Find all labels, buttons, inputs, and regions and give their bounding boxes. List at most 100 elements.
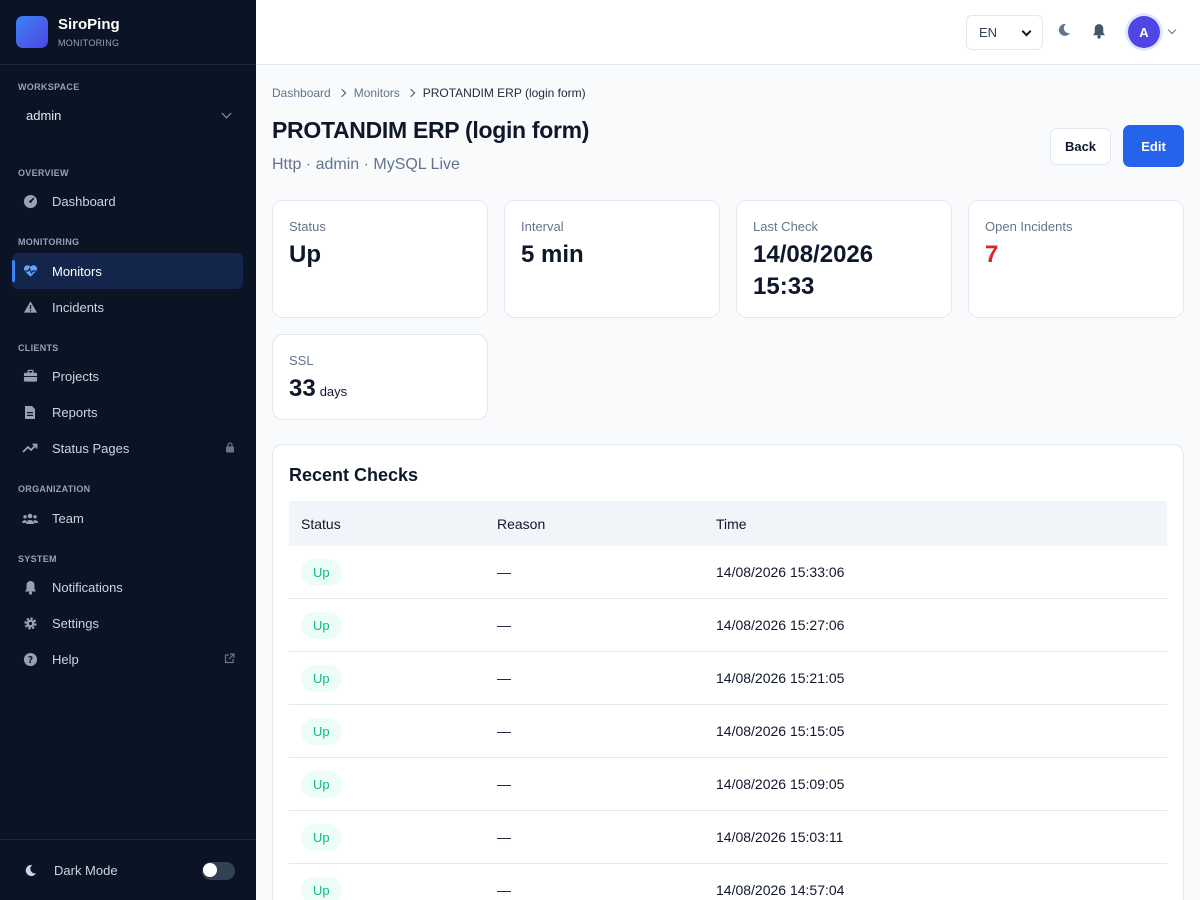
reason-cell: — <box>497 617 511 633</box>
chevron-right-icon <box>406 88 415 98</box>
table-row: Up — 14/08/2026 15:33:06 <box>289 546 1167 599</box>
status-badge: Up <box>301 718 342 745</box>
topbar: EN A <box>256 0 1200 65</box>
brand-logo <box>16 16 48 48</box>
chevron-down-icon[interactable] <box>1167 25 1177 35</box>
external-link-icon <box>224 652 235 667</box>
sidebar-item-dashboard[interactable]: Dashboard <box>12 183 243 219</box>
table-row: Up — 14/08/2026 14:57:04 <box>289 864 1167 900</box>
column-header-status: Status <box>301 515 341 532</box>
recent-checks-card: Recent Checks Status Reason Time Up — 14… <box>272 444 1184 900</box>
sidebar-item-label: Dashboard <box>52 193 116 209</box>
stat-label: Interval <box>521 219 564 234</box>
stat-label: Status <box>289 219 326 234</box>
recent-checks-title: Recent Checks <box>289 465 419 485</box>
table-row: Up — 14/08/2026 15:27:06 <box>289 599 1167 652</box>
heartbeat-icon <box>22 263 38 279</box>
time-cell: 14/08/2026 15:27:06 <box>716 617 845 633</box>
table-row: Up — 14/08/2026 15:09:05 <box>289 758 1167 811</box>
stat-card-interval: Interval 5 min <box>504 200 720 318</box>
stat-value: 5 min <box>521 241 584 268</box>
breadcrumb-link-monitors[interactable]: Monitors <box>353 86 400 100</box>
stat-value: 7 <box>985 241 999 268</box>
section-monitoring: MONITORING <box>18 237 80 247</box>
sidebar-item-label: Team <box>52 510 84 526</box>
last-check-date: 14/08/2026 <box>753 241 874 268</box>
sidebar-item-incidents[interactable]: Incidents <box>12 289 243 325</box>
sidebar-item-help[interactable]: ? Help <box>12 641 243 677</box>
sidebar-item-settings[interactable]: Settings <box>12 605 243 641</box>
stat-value: Up <box>289 241 321 268</box>
column-header-reason: Reason <box>497 515 546 532</box>
page-subtitle: Http · admin · MySQL Live <box>272 156 460 173</box>
dark-mode-row: Dark Mode <box>0 839 256 900</box>
briefcase-icon <box>22 368 38 384</box>
bell-icon[interactable] <box>1092 23 1108 39</box>
brand-name: SiroPing <box>58 16 120 33</box>
gear-icon <box>22 615 38 631</box>
workspace-value: admin <box>26 107 62 123</box>
document-icon <box>22 404 38 420</box>
sidebar-item-label: Help <box>52 651 79 667</box>
sidebar-item-label: Settings <box>52 615 99 631</box>
dark-mode-label: Dark Mode <box>54 862 118 878</box>
reason-cell: — <box>497 776 511 792</box>
table-row: Up — 14/08/2026 15:21:05 <box>289 652 1167 705</box>
toggle-knob <box>203 863 217 877</box>
sidebar-item-status-pages[interactable]: Status Pages <box>12 430 243 466</box>
edit-button[interactable]: Edit <box>1123 125 1184 167</box>
back-button[interactable]: Back <box>1050 128 1111 165</box>
time-cell: 14/08/2026 15:03:11 <box>716 829 844 845</box>
column-header-time: Time <box>716 515 747 532</box>
section-clients: CLIENTS <box>18 343 59 353</box>
sidebar-item-label: Notifications <box>52 579 123 595</box>
sidebar-item-label: Projects <box>52 368 99 384</box>
sidebar-item-reports[interactable]: Reports <box>12 394 243 430</box>
trend-up-icon <box>22 440 38 456</box>
lock-icon <box>225 441 235 456</box>
ssl-days-value: 33 <box>289 375 316 402</box>
sidebar-item-monitors[interactable]: Monitors <box>12 253 243 289</box>
language-select[interactable]: EN <box>966 15 1043 50</box>
chevron-right-icon <box>337 88 346 98</box>
status-badge: Up <box>301 612 342 639</box>
stat-card-open-incidents[interactable]: Open Incidents 7 <box>968 200 1184 318</box>
users-icon <box>22 510 38 526</box>
sidebar-item-label: Incidents <box>52 299 105 315</box>
workspace-select[interactable]: admin <box>12 99 244 131</box>
sidebar-item-notifications[interactable]: Notifications <box>12 569 243 605</box>
page-title: PROTANDIM ERP (login form) <box>272 117 590 143</box>
sidebar-item-projects[interactable]: Projects <box>12 358 243 394</box>
workspace-label: WORKSPACE <box>18 82 80 92</box>
sidebar-item-team[interactable]: Team <box>12 500 243 536</box>
status-badge: Up <box>301 877 342 900</box>
last-check-time: 15:33 <box>753 273 815 300</box>
table-header: Status Reason Time <box>289 501 1167 546</box>
language-value: EN <box>979 25 998 40</box>
reason-cell: — <box>497 670 511 686</box>
avatar[interactable]: A <box>1128 16 1160 48</box>
brand[interactable]: SiroPing MONITORING <box>0 0 256 65</box>
brand-subtitle: MONITORING <box>58 38 120 48</box>
breadcrumb-link-dashboard[interactable]: Dashboard <box>272 86 331 100</box>
stat-label: Open Incidents <box>985 219 1073 234</box>
moon-icon[interactable] <box>1057 23 1073 39</box>
chevron-down-icon <box>1021 26 1032 37</box>
status-badge: Up <box>301 665 342 692</box>
time-cell: 14/08/2026 14:57:04 <box>716 882 845 898</box>
stat-label: Last Check <box>753 219 819 234</box>
svg-text:?: ? <box>27 654 32 665</box>
main-content: Dashboard Monitors PROTANDIM ERP (login … <box>256 65 1200 900</box>
stat-card-last-check: Last Check 14/08/2026 15:33 <box>736 200 952 318</box>
sidebar-item-label: Status Pages <box>52 440 130 456</box>
table-row: Up — 14/08/2026 15:03:11 <box>289 811 1167 864</box>
stat-card-status: Status Up <box>272 200 488 318</box>
stat-value: 33 days <box>289 373 347 408</box>
gauge-icon <box>22 193 38 209</box>
section-organization: ORGANIZATION <box>18 484 91 494</box>
sidebar-item-label: Monitors <box>52 263 102 279</box>
dark-mode-toggle[interactable] <box>202 862 235 880</box>
chevron-down-icon <box>221 108 232 118</box>
reason-cell: — <box>497 564 511 580</box>
moon-icon <box>22 862 38 878</box>
